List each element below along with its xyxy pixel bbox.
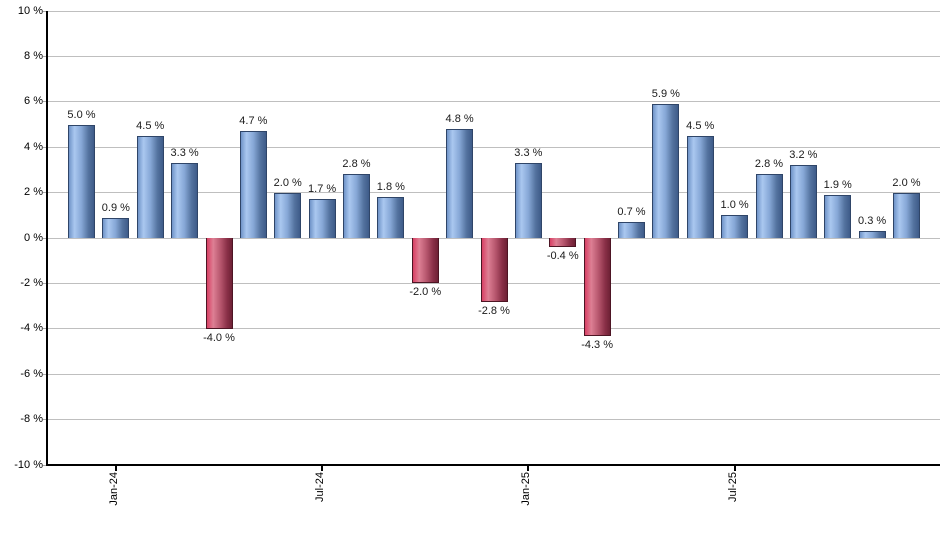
y-axis-label: 0 % — [24, 231, 43, 244]
y-axis-label: -10 % — [14, 458, 43, 471]
y-axis-label: -8 % — [20, 413, 43, 426]
bar — [686, 135, 714, 238]
x-axis-tick — [114, 466, 117, 471]
bar — [858, 231, 886, 238]
bar — [308, 199, 336, 238]
bar-value-label: 5.0 % — [67, 108, 96, 121]
bar — [549, 238, 577, 248]
bar — [274, 192, 302, 238]
y-axis-tick — [43, 10, 48, 12]
bar-value-label: 0.9 % — [101, 201, 130, 214]
y-axis-tick — [43, 237, 48, 239]
bar — [893, 192, 920, 238]
bar-value-label: 1.7 % — [308, 183, 337, 196]
x-axis-label: Jul-24 — [314, 472, 327, 502]
y-axis-tick — [43, 373, 48, 375]
gridline — [48, 101, 940, 103]
bar — [102, 217, 130, 238]
bar-value-label: 2.8 % — [342, 158, 371, 171]
bar — [789, 165, 817, 238]
y-axis-label: 2 % — [24, 186, 43, 199]
bar — [68, 124, 95, 238]
y-axis-tick — [43, 55, 48, 57]
bar — [652, 104, 680, 238]
y-axis-label: 4 % — [24, 140, 43, 153]
bar — [755, 174, 783, 238]
bar-value-label: 0.7 % — [617, 206, 646, 219]
bar — [136, 135, 164, 238]
bar — [824, 194, 852, 238]
y-axis-label: 8 % — [24, 49, 43, 62]
x-axis-label: Jan-25 — [520, 472, 533, 506]
bar — [514, 163, 542, 238]
bar — [583, 238, 611, 336]
bar — [480, 238, 508, 302]
bar-value-label: -4.0 % — [203, 331, 235, 344]
bar-value-label: 4.5 % — [686, 119, 715, 132]
y-axis-label: 6 % — [24, 95, 43, 108]
bar — [618, 222, 645, 238]
bar-value-label: -4.3 % — [581, 338, 614, 351]
x-axis-tick — [321, 466, 324, 471]
y-axis-label: -2 % — [20, 276, 43, 289]
y-axis-line — [46, 11, 48, 466]
bar-value-label: 1.9 % — [823, 178, 852, 191]
y-axis-label: 10 % — [17, 4, 43, 17]
bar — [171, 163, 199, 238]
gridline — [48, 192, 940, 194]
bar-value-label: 3.3 % — [514, 147, 543, 160]
bar-value-label: 2.0 % — [273, 176, 302, 189]
y-axis-label: -4 % — [20, 322, 43, 335]
y-axis-tick — [43, 419, 48, 421]
gridline — [48, 146, 940, 148]
bar — [239, 131, 267, 238]
x-axis-label: Jan-24 — [107, 472, 120, 506]
bar — [721, 215, 749, 238]
y-axis-tick — [43, 101, 48, 103]
gridline — [48, 328, 940, 330]
bar-value-label: 4.8 % — [445, 113, 474, 126]
bar-value-label: 5.9 % — [651, 88, 680, 101]
bar-value-label: 2.8 % — [754, 158, 784, 171]
bar-value-label: -0.4 % — [546, 250, 579, 263]
bar-value-label: -2.0 % — [409, 286, 442, 299]
bar-value-label: 1.8 % — [376, 181, 405, 194]
x-axis-line — [46, 464, 940, 466]
x-axis-tick — [527, 466, 530, 471]
bar — [411, 238, 439, 284]
bar-value-label: 4.7 % — [239, 115, 268, 128]
gridline — [48, 55, 940, 57]
bar — [446, 129, 474, 238]
gridline — [48, 373, 940, 375]
bar-value-label: 3.2 % — [789, 149, 818, 162]
y-axis-tick — [43, 464, 48, 466]
bar-value-label: 3.3 % — [170, 147, 199, 160]
y-axis-tick — [43, 328, 48, 330]
y-axis-tick — [43, 192, 48, 194]
gridline — [48, 10, 940, 12]
gridline — [48, 419, 940, 421]
bar — [377, 197, 405, 238]
bar-value-label: 0.3 % — [858, 215, 887, 228]
x-axis-label: Jul-25 — [726, 472, 739, 502]
bar-value-label: 1.0 % — [720, 199, 749, 212]
x-axis-tick — [733, 466, 736, 471]
bar — [343, 174, 370, 238]
bar-value-label: -2.8 % — [478, 304, 510, 317]
y-axis-tick — [43, 282, 48, 284]
bar-value-label: 4.5 % — [136, 119, 165, 132]
y-axis-tick — [43, 146, 48, 148]
y-axis-label: -6 % — [20, 367, 43, 380]
bar — [205, 238, 233, 329]
bar-value-label: 2.0 % — [892, 176, 921, 189]
